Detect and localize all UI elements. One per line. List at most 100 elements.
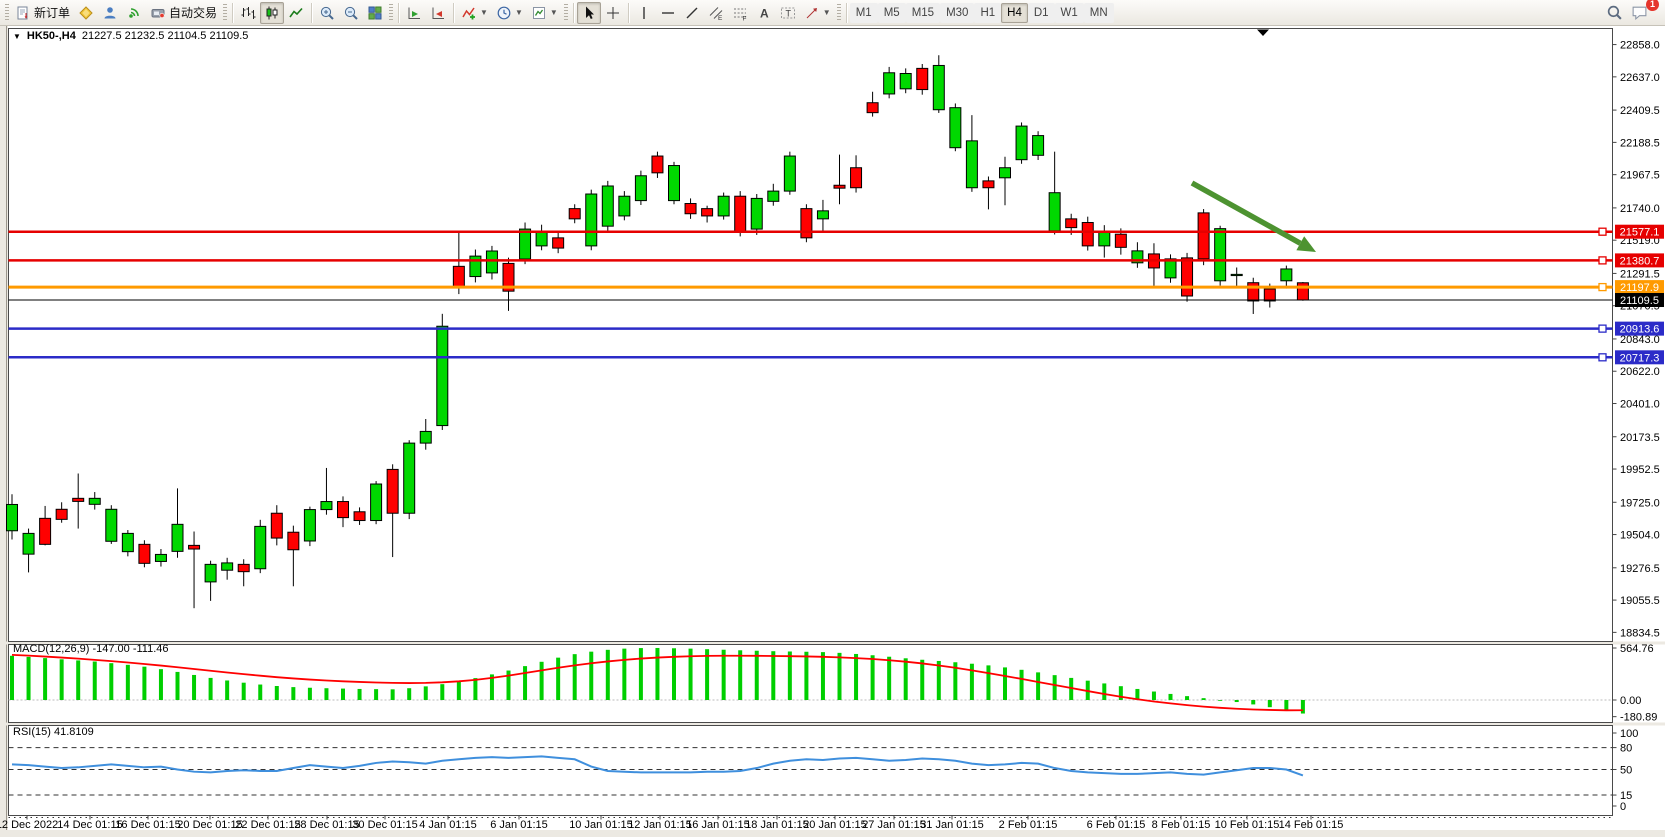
timeframe-h1-button[interactable]: H1 (974, 2, 1002, 23)
periods-button[interactable]: ▼ (492, 2, 527, 24)
zoom-out-button[interactable] (339, 2, 363, 24)
svg-text:0: 0 (1620, 801, 1626, 813)
zoom-out-icon (344, 6, 358, 20)
svg-text:0.00: 0.00 (1620, 695, 1641, 707)
account-button[interactable] (98, 2, 122, 24)
svg-text:F: F (742, 15, 746, 21)
line-handle[interactable] (1598, 256, 1607, 265)
svg-text:20401.0: 20401.0 (1620, 399, 1660, 411)
candlestick-chart-button[interactable] (260, 1, 285, 24)
gold-diamond-icon (79, 5, 93, 20)
vertical-line-button[interactable] (632, 2, 656, 24)
text-label-button[interactable]: T (776, 2, 800, 24)
toolbar-grip[interactable] (389, 3, 394, 22)
new-order-button[interactable]: 新订单 (11, 2, 74, 24)
svg-text:30 Dec 01:15: 30 Dec 01:15 (352, 819, 417, 831)
cursor-button[interactable] (576, 1, 601, 24)
candlestick-icon (266, 6, 278, 19)
line-chart-button[interactable] (284, 2, 308, 24)
chart-title-overlay: ▼ HK50-,H4 21227.5 21232.5 21104.5 21109… (13, 30, 248, 42)
timeframe-m1-button[interactable]: M1 (849, 2, 878, 23)
svg-text:E: E (718, 15, 723, 21)
arrows-button[interactable]: ▼ (800, 2, 835, 24)
svg-text:21380.7: 21380.7 (1620, 255, 1660, 267)
search-button[interactable] (1602, 2, 1627, 24)
svg-text:100: 100 (1620, 728, 1638, 740)
svg-text:21577.1: 21577.1 (1620, 227, 1660, 239)
svg-text:4 Jan 01:15: 4 Jan 01:15 (419, 819, 477, 831)
scroll-marker-icon[interactable] (1257, 29, 1269, 37)
svg-text:10 Feb 01:15: 10 Feb 01:15 (1215, 819, 1280, 831)
rsi-pane: RSI(15) 41.8109 100 80 50 150 (8, 726, 1638, 813)
toolbar-grip[interactable] (223, 3, 228, 22)
arrow-objects-icon (806, 7, 817, 18)
cursor-icon (585, 6, 594, 19)
tile-windows-button[interactable] (363, 2, 387, 24)
timeframe-d1-button[interactable]: D1 (1027, 2, 1055, 23)
autotrading-button[interactable]: 自动交易 (146, 2, 221, 24)
auto-scroll-button[interactable] (402, 2, 426, 24)
autotrading-icon (151, 8, 165, 18)
template-icon (532, 6, 545, 19)
auto-scroll-icon (408, 7, 421, 19)
timeframe-m5-button[interactable]: M5 (877, 2, 906, 23)
timeframe-h4-button[interactable]: H4 (1001, 2, 1028, 23)
timeframe-w1-button[interactable]: W1 (1054, 2, 1084, 23)
signals-button[interactable] (122, 2, 146, 24)
svg-text:6 Jan 01:15: 6 Jan 01:15 (490, 819, 548, 831)
line-handle[interactable] (1598, 324, 1607, 333)
trendline-button[interactable] (680, 2, 704, 24)
timeframe-m15-button[interactable]: M15 (905, 2, 941, 23)
one-click-trading-arrow-icon[interactable]: ▼ (13, 31, 21, 41)
notification-badge[interactable]: 1 (1646, 0, 1659, 11)
svg-text:8 Feb 01:15: 8 Feb 01:15 (1152, 819, 1211, 831)
svg-text:22 Dec 01:15: 22 Dec 01:15 (235, 819, 300, 831)
text-button[interactable]: A (752, 2, 776, 24)
chat-button[interactable] (1627, 2, 1652, 24)
timeframe-m30-button[interactable]: M30 (940, 2, 975, 23)
svg-text:20717.3: 20717.3 (1620, 352, 1660, 364)
pane-frames (8, 28, 1613, 816)
crosshair-button[interactable] (601, 2, 625, 24)
fibonacci-button[interactable]: F (728, 2, 752, 24)
horizontal-line-button[interactable] (656, 2, 680, 24)
separator (627, 2, 629, 23)
toolbar-grip[interactable] (836, 3, 841, 22)
svg-text:-180.89: -180.89 (1620, 712, 1657, 724)
price-level-label (1615, 253, 1664, 268)
price-level-label (1615, 350, 1664, 365)
svg-text:A: A (760, 6, 769, 20)
line-handle[interactable] (1598, 227, 1607, 236)
timeframe-mn-button[interactable]: MN (1083, 2, 1114, 23)
search-icon (1607, 5, 1622, 20)
toolbar-grip[interactable] (563, 3, 568, 22)
line-handle[interactable] (1598, 353, 1607, 362)
price-level-label (1615, 293, 1664, 308)
svg-text:19504.0: 19504.0 (1620, 530, 1660, 542)
zoom-in-button[interactable] (315, 2, 339, 24)
new-order-icon (17, 6, 28, 19)
macd-label: MACD(12,26,9) -147.00 -111.46 (13, 643, 169, 655)
trendline-icon (686, 7, 698, 18)
chart-shift-button[interactable] (426, 2, 450, 24)
svg-text:21967.5: 21967.5 (1620, 170, 1660, 182)
svg-text:10 Jan 01:15: 10 Jan 01:15 (569, 819, 633, 831)
svg-text:20843.0: 20843.0 (1620, 334, 1660, 346)
bar-chart-button[interactable] (236, 2, 260, 24)
line-handle[interactable] (1598, 282, 1607, 292)
separator (311, 2, 313, 23)
candlesticks (6, 55, 1309, 609)
deposit-button[interactable] (74, 2, 98, 24)
toolbar-grip[interactable] (5, 3, 9, 22)
svg-text:21291.5: 21291.5 (1620, 268, 1660, 280)
templates-button[interactable]: ▼ (527, 2, 562, 24)
svg-text:20 Dec 01:15: 20 Dec 01:15 (177, 819, 242, 831)
price-chart[interactable]: 22858.0 22637.0 22409.5 22188.5 21967.5 21740… (0, 26, 1665, 837)
trend-arrow-annotation[interactable] (1190, 180, 1316, 252)
equidistant-channel-button[interactable]: E (704, 2, 728, 24)
dropdown-caret-icon: ▼ (514, 7, 523, 17)
price-level-label (1615, 321, 1664, 336)
svg-text:27 Jan 01:15: 27 Jan 01:15 (862, 819, 926, 831)
add-indicator-button[interactable]: ▼ (457, 2, 492, 24)
